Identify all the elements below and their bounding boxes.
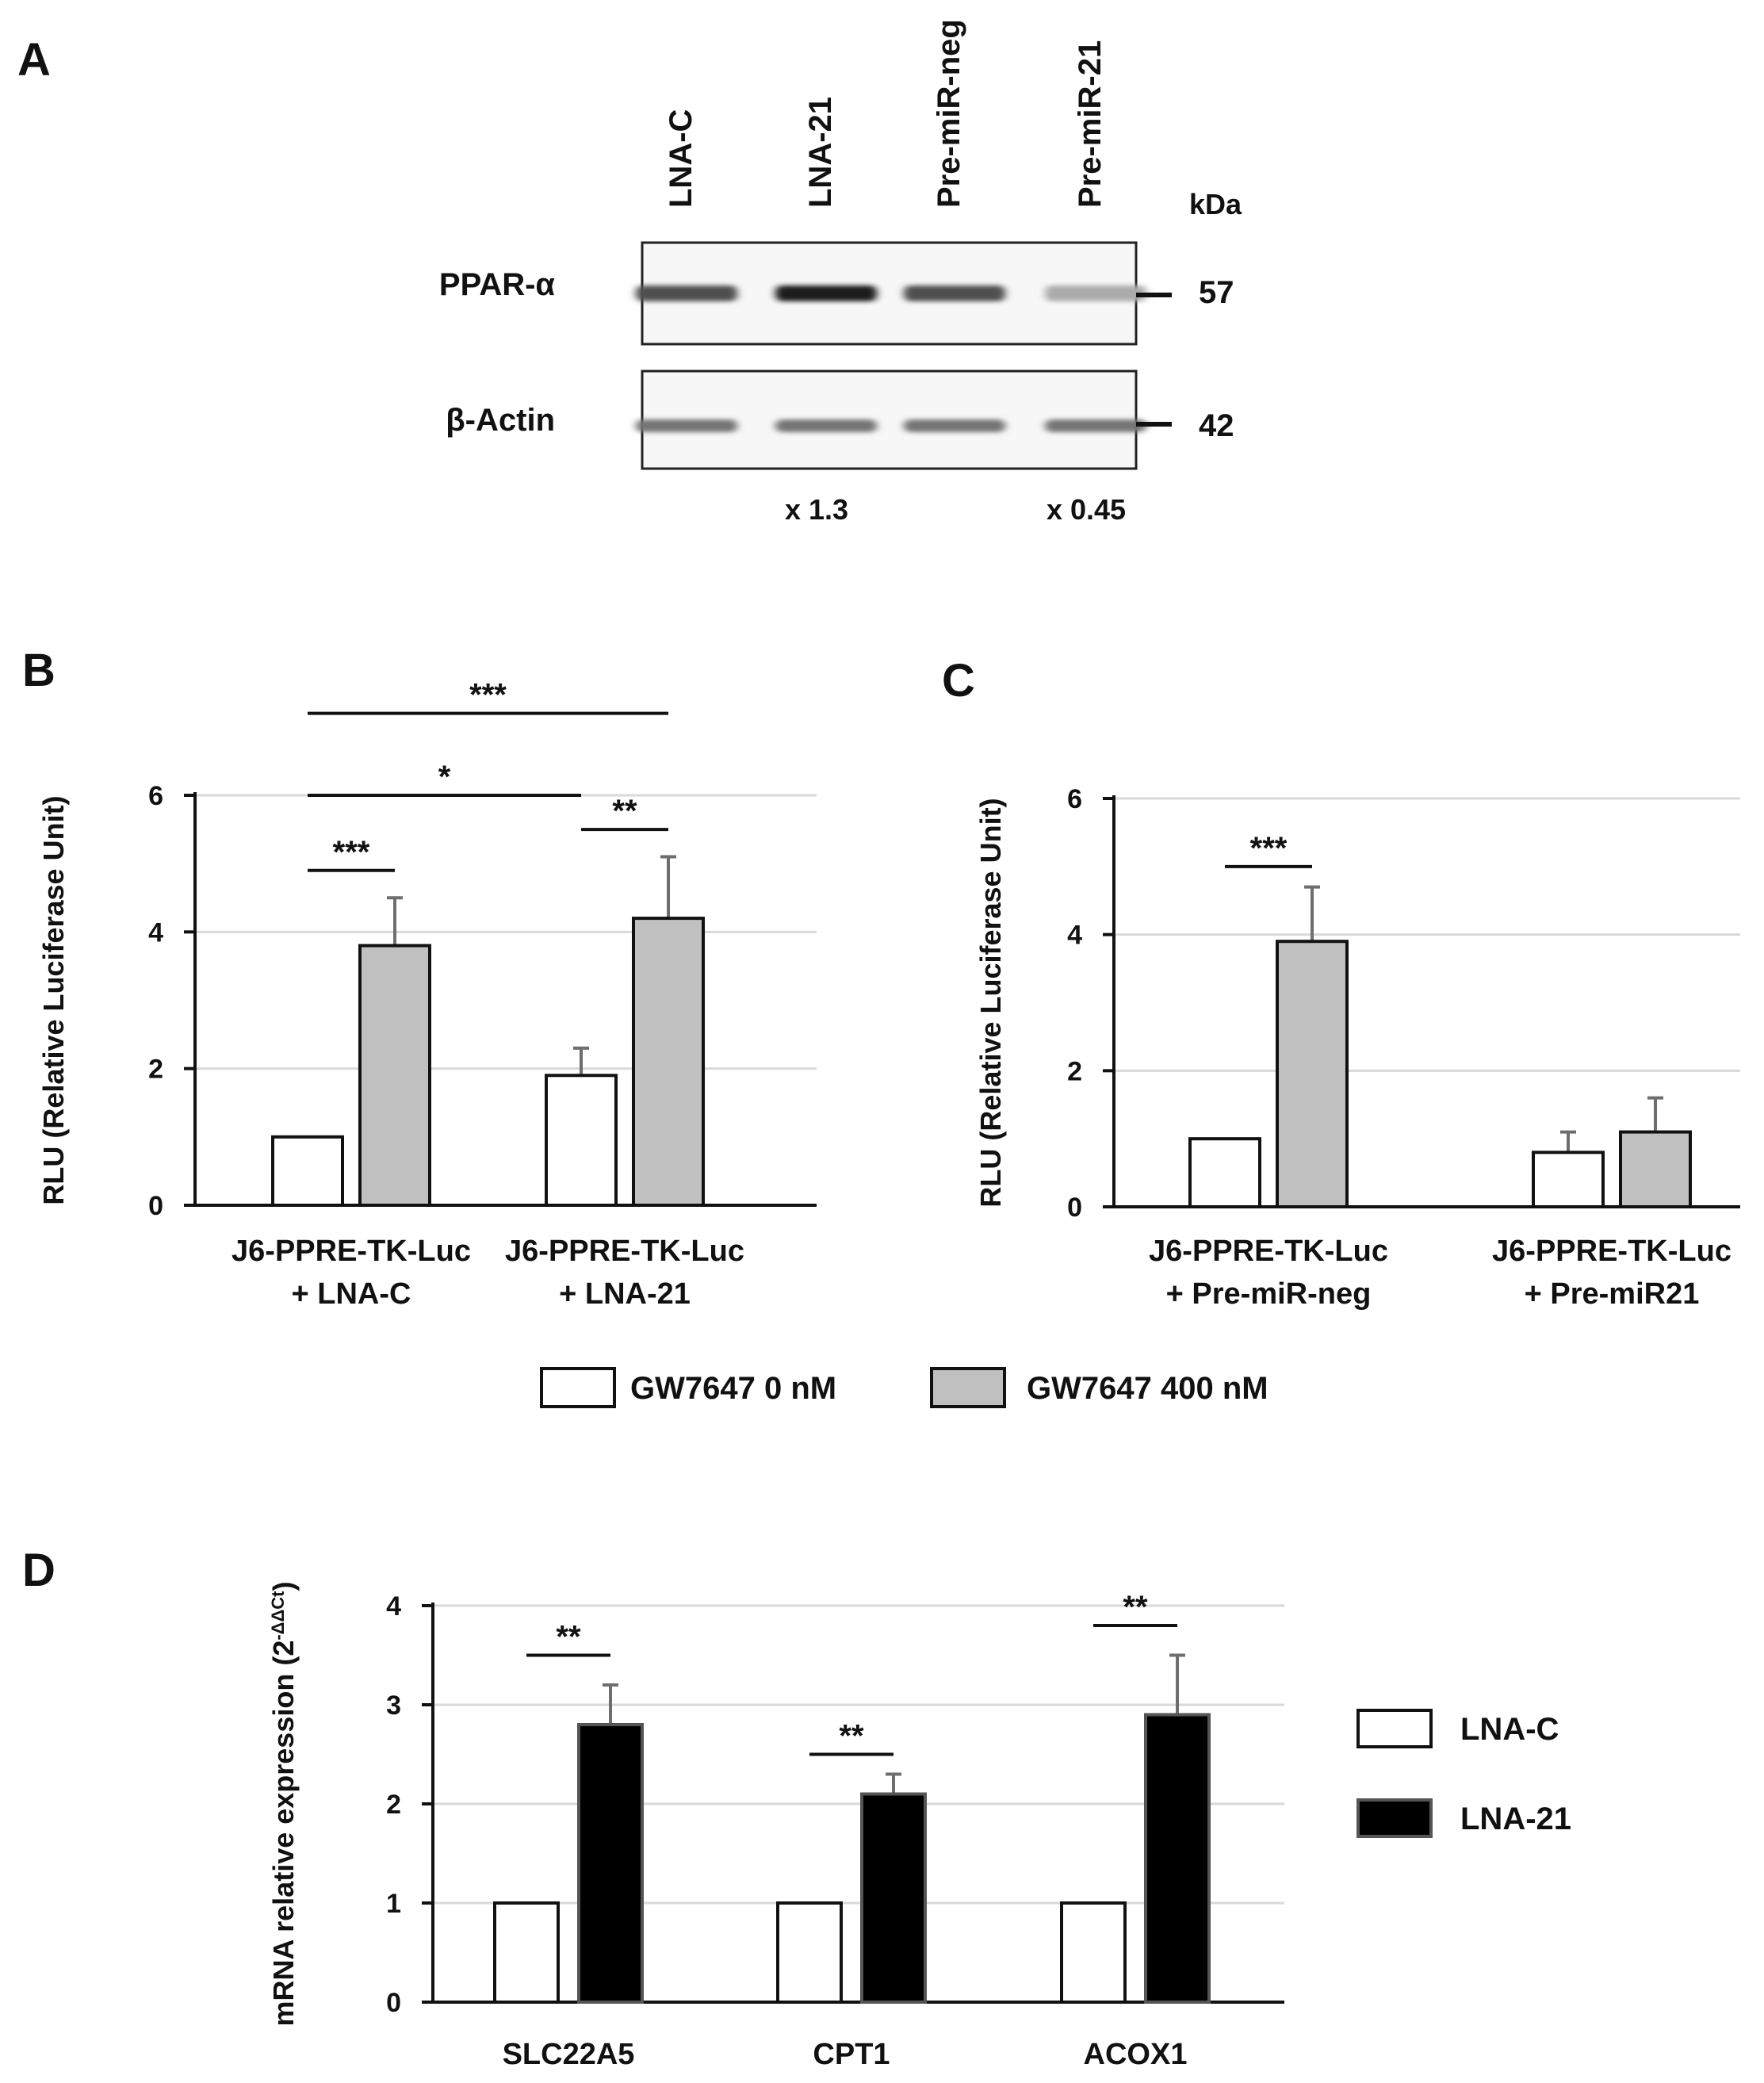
category-label: J6-PPRE-TK-Luc — [232, 1235, 471, 1268]
panel-label-d: D — [22, 1545, 55, 1596]
y-tick-label: 4 — [1067, 921, 1082, 951]
kda-label: kDa — [1189, 188, 1242, 220]
y-axis-label: mRNA relative expression (2-ΔΔCt) — [267, 1581, 300, 2026]
legend-swatch — [930, 1367, 1006, 1408]
category-label: J6-PPRE-TK-Luc — [1492, 1235, 1731, 1268]
significance-label: ** — [1123, 1590, 1148, 1625]
y-tick-label: 2 — [1067, 1056, 1082, 1086]
actin-kda-value: 42 — [1199, 408, 1234, 443]
bar — [1144, 1713, 1211, 2004]
category-label-line2: + LNA-21 — [559, 1277, 691, 1311]
significance-label: *** — [469, 678, 507, 713]
lane-label: Pre-miR-21 — [1073, 40, 1108, 208]
legend-swatch — [1356, 1798, 1433, 1838]
bar — [1619, 1130, 1692, 1209]
blot-band — [775, 419, 877, 432]
blot-band — [636, 419, 737, 432]
category-label-line2: + Pre-miR21 — [1525, 1277, 1700, 1311]
chart-d: 0 1 2 3 4 mRNA relative expression (2-ΔΔCt) SL… — [267, 1581, 1284, 2071]
blot-band — [904, 285, 1005, 301]
blot-band — [775, 285, 877, 301]
legend-gw7647: GW7647 0 nM GW7647 400 nM — [540, 1367, 1268, 1408]
legend-label: GW7647 0 nM — [630, 1371, 836, 1406]
significance-label: ** — [556, 1620, 581, 1655]
legend-label: LNA-C — [1460, 1712, 1559, 1747]
significance-label: ** — [612, 794, 637, 829]
y-tick-label: 1 — [386, 1889, 401, 1919]
category-label: SLC22A5 — [503, 2038, 635, 2071]
blot-row-label-ppar: PPAR-α — [439, 267, 555, 302]
bar — [271, 1135, 344, 1208]
y-tick-label: 3 — [386, 1691, 401, 1721]
y-axis-label-superscript: -ΔΔCt — [268, 1591, 288, 1641]
chart-b: 0 2 4 6 RLU (Relative Luciferase Unit) J6-PPR… — [37, 678, 817, 1311]
legend-swatch — [1356, 1709, 1433, 1748]
y-axis-label-close: ) — [267, 1581, 300, 1591]
bar — [776, 1901, 843, 2004]
y-tick-label: 0 — [148, 1191, 163, 1221]
western-blot: LNA-C LNA-21 Pre-miR-neg Pre-miR-21 kDa PPA… — [439, 19, 1242, 526]
ppar-kda-value: 57 — [1199, 275, 1234, 310]
fold-change-label: x 0.45 — [1047, 493, 1126, 526]
bar — [1060, 1901, 1127, 2004]
category-label-line2: + Pre-miR-neg — [1166, 1277, 1372, 1311]
category-label-line2: + LNA-C — [292, 1277, 411, 1311]
y-tick-label: 0 — [1067, 1193, 1082, 1223]
panel-label-c: C — [942, 655, 975, 706]
significance-label: ** — [839, 1719, 864, 1754]
fold-change-label: x 1.3 — [785, 493, 848, 526]
y-axis-label: RLU (Relative Luciferase Unit) — [37, 795, 70, 1204]
blot-band — [904, 419, 1005, 432]
y-tick-label: 0 — [386, 1988, 401, 2018]
panel-label-a: A — [17, 34, 51, 86]
legend-swatch — [540, 1367, 616, 1408]
panel-label-b: B — [22, 645, 55, 696]
blot-band — [1045, 285, 1146, 301]
y-tick-label: 4 — [148, 917, 163, 948]
bar — [632, 917, 705, 1207]
category-label: J6-PPRE-TK-Luc — [505, 1235, 744, 1268]
significance-label: *** — [1250, 831, 1288, 866]
blot-band — [636, 285, 737, 301]
bar — [545, 1074, 618, 1207]
bar — [860, 1792, 927, 2004]
y-tick-label: 2 — [148, 1055, 163, 1085]
lane-label: LNA-C — [664, 109, 698, 208]
blot-band — [1045, 419, 1146, 432]
lane-label: LNA-21 — [803, 97, 838, 208]
category-label: CPT1 — [813, 2038, 890, 2071]
legend-label: LNA-21 — [1460, 1802, 1571, 1836]
bar — [1188, 1137, 1261, 1208]
blot-row-label-actin: β-Actin — [446, 403, 555, 438]
bar — [493, 1901, 560, 2004]
y-tick-label: 4 — [386, 1591, 401, 1622]
y-tick-label: 6 — [1067, 784, 1082, 814]
category-label: ACOX1 — [1084, 2038, 1188, 2071]
chart-c: 0 2 4 6 RLU (Relative Luciferase Unit) J6-PPR… — [974, 784, 1740, 1311]
y-tick-label: 6 — [148, 781, 163, 811]
y-tick-label: 2 — [386, 1790, 401, 1820]
bar — [358, 944, 431, 1207]
legend-label: GW7647 400 nM — [1027, 1371, 1268, 1406]
significance-label: * — [438, 760, 451, 795]
significance-label: *** — [333, 835, 370, 870]
bar — [1532, 1151, 1605, 1209]
legend-lna: LNA-C LNA-21 — [1356, 1709, 1571, 1838]
category-label: J6-PPRE-TK-Luc — [1149, 1235, 1388, 1268]
y-axis-label: RLU (Relative Luciferase Unit) — [974, 798, 1007, 1207]
lane-label: Pre-miR-neg — [932, 19, 966, 208]
bar — [1276, 940, 1349, 1208]
bar — [577, 1723, 644, 2004]
